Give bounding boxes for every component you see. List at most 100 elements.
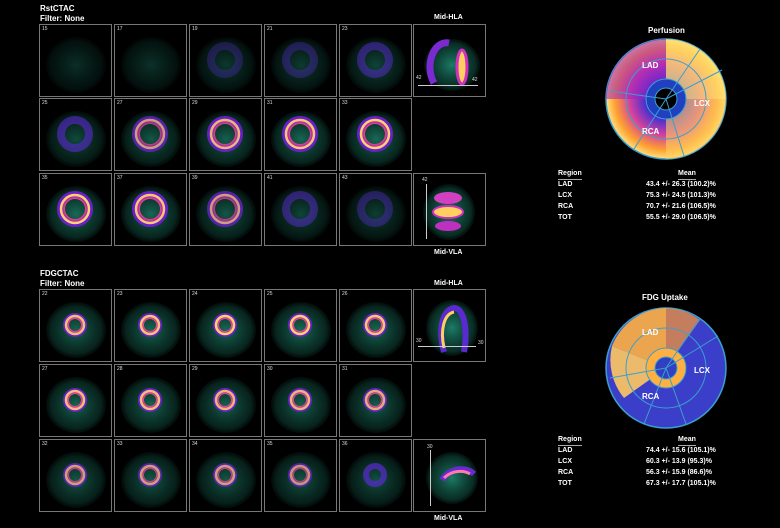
region-name: LAD	[558, 181, 573, 188]
fdg-slice-cell[interactable]: 35	[264, 439, 337, 512]
table-row: LAD 74.4 +/- 15.6 (105.1)%	[558, 445, 728, 456]
fdg-slice-cell[interactable]: 27	[39, 364, 112, 437]
fdg-slice-cell[interactable]: 30	[264, 364, 337, 437]
fdg-vla-view[interactable]: 30	[413, 439, 486, 512]
fdg-slice-cell[interactable]: 33	[114, 439, 187, 512]
slice-number: 35	[267, 441, 273, 447]
region-mean: 70.7 +/- 21.6 (106.5)%	[646, 203, 716, 210]
slice-number: 31	[267, 100, 273, 106]
perfusion-rca-label: RCA	[642, 127, 660, 136]
slice-number: 37	[117, 175, 123, 181]
slice-number: 33	[117, 441, 123, 447]
rest-slice-cell[interactable]: 29	[189, 98, 262, 171]
region-name: RCA	[558, 469, 574, 476]
perfusion-title: Perfusion	[648, 26, 685, 35]
slice-number: 25	[267, 291, 273, 297]
rest-slice-cell[interactable]: 43	[339, 173, 412, 246]
slice-number: 30	[267, 366, 273, 372]
slice-number: 24	[192, 291, 198, 297]
mean-header: Mean	[678, 434, 696, 446]
fdg-slice-cell[interactable]: 29	[189, 364, 262, 437]
perfusion-polar-map[interactable]: LAD LCX RCA	[604, 37, 728, 161]
fdg-stats-table: Region Mean LAD 74.4 +/- 15.6 (105.1)% L…	[558, 434, 738, 494]
fdg-hla-marker-left: 30	[416, 338, 422, 344]
perfusion-table-header: Region Mean	[558, 168, 728, 180]
fdg-vla-marker: 30	[427, 444, 433, 450]
region-name: RCA	[558, 203, 574, 210]
rest-slice-cell[interactable]: 35	[39, 173, 112, 246]
slice-number: 35	[42, 175, 48, 181]
fdg-slice-cell[interactable]: 24	[189, 289, 262, 362]
perfusion-stats-table: Region Mean LAD 43.4 +/- 26.3 (100.2)% L…	[558, 168, 738, 228]
slice-number: 43	[342, 175, 348, 181]
slice-number: 23	[342, 26, 348, 32]
rest-slice-cell[interactable]: 27	[114, 98, 187, 171]
rest-slice-cell[interactable]: 19	[189, 24, 262, 97]
fdg-slice-cell[interactable]: 31	[339, 364, 412, 437]
rest-slice-cell[interactable]: 23	[339, 24, 412, 97]
region-mean: 60.3 +/- 13.9 (95.3)%	[646, 458, 712, 465]
slice-number: 29	[192, 100, 198, 106]
fdg-hla-reference-line	[418, 346, 476, 347]
fdg-slice-cell[interactable]: 28	[114, 364, 187, 437]
region-mean: 75.3 +/- 24.5 (101.3)%	[646, 192, 716, 199]
rest-slice-cell[interactable]: 37	[114, 173, 187, 246]
fdg-slice-cell[interactable]: 32	[39, 439, 112, 512]
rest-slice-cell[interactable]: 31	[264, 98, 337, 171]
table-row: LCX 60.3 +/- 13.9 (95.3)%	[558, 456, 728, 467]
perfusion-lad-label: LAD	[642, 61, 659, 70]
region-mean: 56.3 +/- 15.9 (86.6)%	[646, 469, 712, 476]
rest-slice-cell[interactable]: 21	[264, 24, 337, 97]
rest-filter-label: Filter: None	[40, 14, 85, 23]
rest-hla-marker-right: 42	[472, 77, 478, 83]
rest-vla-reference-line	[426, 184, 427, 239]
region-name: LCX	[558, 192, 572, 199]
slice-number: 23	[117, 291, 123, 297]
slice-number: 27	[117, 100, 123, 106]
region-name: LCX	[558, 458, 572, 465]
fdg-slice-cell[interactable]: 25	[264, 289, 337, 362]
rest-series-title: RstCTAC	[40, 4, 75, 13]
rest-hla-marker-left: 42	[416, 75, 422, 81]
fdg-rca-label: RCA	[642, 392, 660, 401]
fdg-slice-cell[interactable]: 26	[339, 289, 412, 362]
rest-vla-view[interactable]: 42	[413, 173, 486, 246]
rest-hla-view[interactable]: 42 42	[413, 24, 486, 97]
slice-number: 26	[342, 291, 348, 297]
region-mean: 55.5 +/- 29.0 (106.5)%	[646, 214, 716, 221]
slice-number: 21	[267, 26, 273, 32]
rest-mid-hla-label: Mid-HLA	[434, 14, 463, 21]
rest-slice-cell[interactable]: 25	[39, 98, 112, 171]
rest-slice-cell[interactable]: 17	[114, 24, 187, 97]
slice-number: 33	[342, 100, 348, 106]
fdg-lcx-label: LCX	[694, 366, 710, 375]
fdg-series-title: FDGCTAC	[40, 269, 79, 278]
fdg-polar-map[interactable]: LAD LCX RCA	[604, 306, 728, 430]
fdg-slice-cell[interactable]: 36	[339, 439, 412, 512]
rest-slice-cell[interactable]: 41	[264, 173, 337, 246]
region-name: TOT	[558, 480, 572, 487]
slice-number: 27	[42, 366, 48, 372]
rest-slice-cell[interactable]: 15	[39, 24, 112, 97]
fdg-slice-cell[interactable]: 23	[114, 289, 187, 362]
table-row: RCA 56.3 +/- 15.9 (86.6)%	[558, 467, 728, 478]
fdg-mid-vla-label: Mid-VLA	[434, 515, 463, 522]
fdg-slice-cell[interactable]: 34	[189, 439, 262, 512]
region-mean: 67.3 +/- 17.7 (105.1)%	[646, 480, 716, 487]
rest-hla-reference-line	[418, 85, 478, 86]
fdg-uptake-title: FDG Uptake	[642, 293, 688, 302]
slice-number: 39	[192, 175, 198, 181]
region-name: LAD	[558, 447, 573, 454]
fdg-vla-reference-line	[430, 450, 431, 506]
slice-number: 25	[42, 100, 48, 106]
rest-slice-cell[interactable]: 33	[339, 98, 412, 171]
rest-slice-cell[interactable]: 39	[189, 173, 262, 246]
slice-number: 31	[342, 366, 348, 372]
slice-number: 29	[192, 366, 198, 372]
fdg-slice-cell[interactable]: 22	[39, 289, 112, 362]
region-name: TOT	[558, 214, 572, 221]
rest-mid-vla-label: Mid-VLA	[434, 249, 463, 256]
slice-number: 15	[42, 26, 48, 32]
fdg-hla-view[interactable]: 30 30	[413, 289, 486, 362]
slice-number: 22	[42, 291, 48, 297]
